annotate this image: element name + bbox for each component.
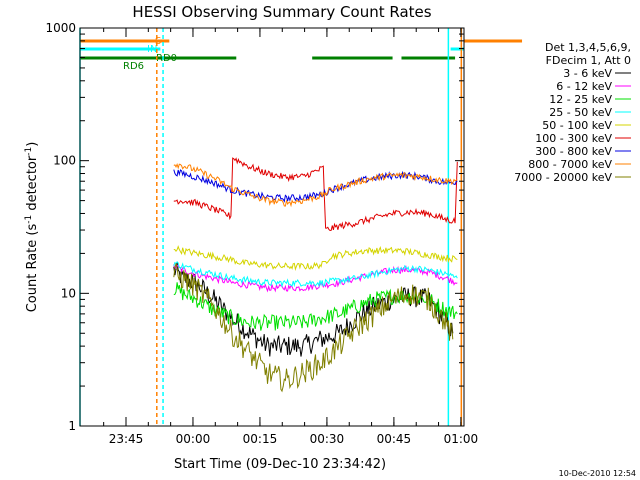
series-line-7000-20000-kev <box>173 263 454 393</box>
legend-header-line-2: FDecim 1, Att 0 <box>546 54 631 67</box>
decimation-flag-label-rd6: RD6 <box>123 61 144 72</box>
y-tick-label-3: 1000 <box>45 21 76 35</box>
x-tick-label-1: 00:00 <box>176 432 211 446</box>
y-axis-label-sup1: -1 <box>24 215 34 224</box>
series-line-300-800-kev <box>173 169 458 203</box>
timestamp: 10-Dec-2010 12:54 <box>559 469 636 478</box>
legend-entry-label-4: 50 - 100 keV <box>542 119 612 132</box>
legend-entry-label-7: 800 - 7000 keV <box>528 158 612 171</box>
legend-entry-label-2: 12 - 25 keV <box>549 93 612 106</box>
x-axis-ticks: 23:45 00:00 00:15 00:30 00:45 01:00 <box>103 28 479 446</box>
y-axis-label-main: Count Rate (s <box>25 224 40 313</box>
y-axis-label-sup2: -1 <box>24 147 34 156</box>
y-tick-label-0: 1 <box>68 419 76 433</box>
x-tick-label-3: 00:30 <box>310 432 345 446</box>
legend-entry-label-8: 7000 - 20000 keV <box>514 171 612 184</box>
decimation-flag-label-rd0: RD0 <box>156 53 177 64</box>
legend-entry-label-3: 25 - 50 keV <box>549 106 612 119</box>
series-line-800-7000-kev <box>173 162 458 208</box>
y-axis-ticks: 1 10 100 1000 <box>45 21 464 433</box>
legend-header-line-1: Det 1,3,4,5,6,9, <box>545 41 631 54</box>
series-line-100-300-kev <box>173 157 458 232</box>
x-tick-label-0: 23:45 <box>109 432 144 446</box>
legend-entry-label-6: 300 - 800 keV <box>535 145 612 158</box>
saa-flag-label: S <box>155 36 161 47</box>
series-line-50-100-kev <box>173 245 458 271</box>
vertical-markers <box>79 28 463 426</box>
x-tick-label-5: 01:00 <box>444 432 479 446</box>
y-axis-label-mid: detector <box>25 155 40 215</box>
x-tick-label-4: 00:45 <box>377 432 412 446</box>
x-axis-label: Start Time (09-Dec-10 23:34:42) <box>174 457 386 472</box>
y-tick-label-2: 100 <box>53 154 76 168</box>
legend: Det 1,3,4,5,6,9, FDecim 1, Att 0 3 - 6 k… <box>514 41 631 184</box>
plot-frame <box>79 27 465 427</box>
y-axis-label-end: ) <box>25 142 40 147</box>
chart-title: HESSI Observing Summary Count Rates <box>132 3 431 21</box>
series-line-3-6-kev <box>173 262 454 357</box>
legend-entry-label-0: 3 - 6 keV <box>563 67 612 80</box>
x-tick-label-2: 00:15 <box>243 432 278 446</box>
series-line-25-50-kev <box>173 260 458 288</box>
series-lines <box>173 157 458 393</box>
legend-entry-label-1: 6 - 12 keV <box>556 80 612 93</box>
y-axis-label: Count Rate (s-1 detector-1) <box>24 142 40 313</box>
night-flag-label: IN <box>147 44 157 55</box>
series-line-6-12-kev <box>173 264 458 293</box>
y-tick-label-1: 10 <box>61 286 76 300</box>
legend-entry-label-5: 100 - 300 keV <box>535 132 612 145</box>
